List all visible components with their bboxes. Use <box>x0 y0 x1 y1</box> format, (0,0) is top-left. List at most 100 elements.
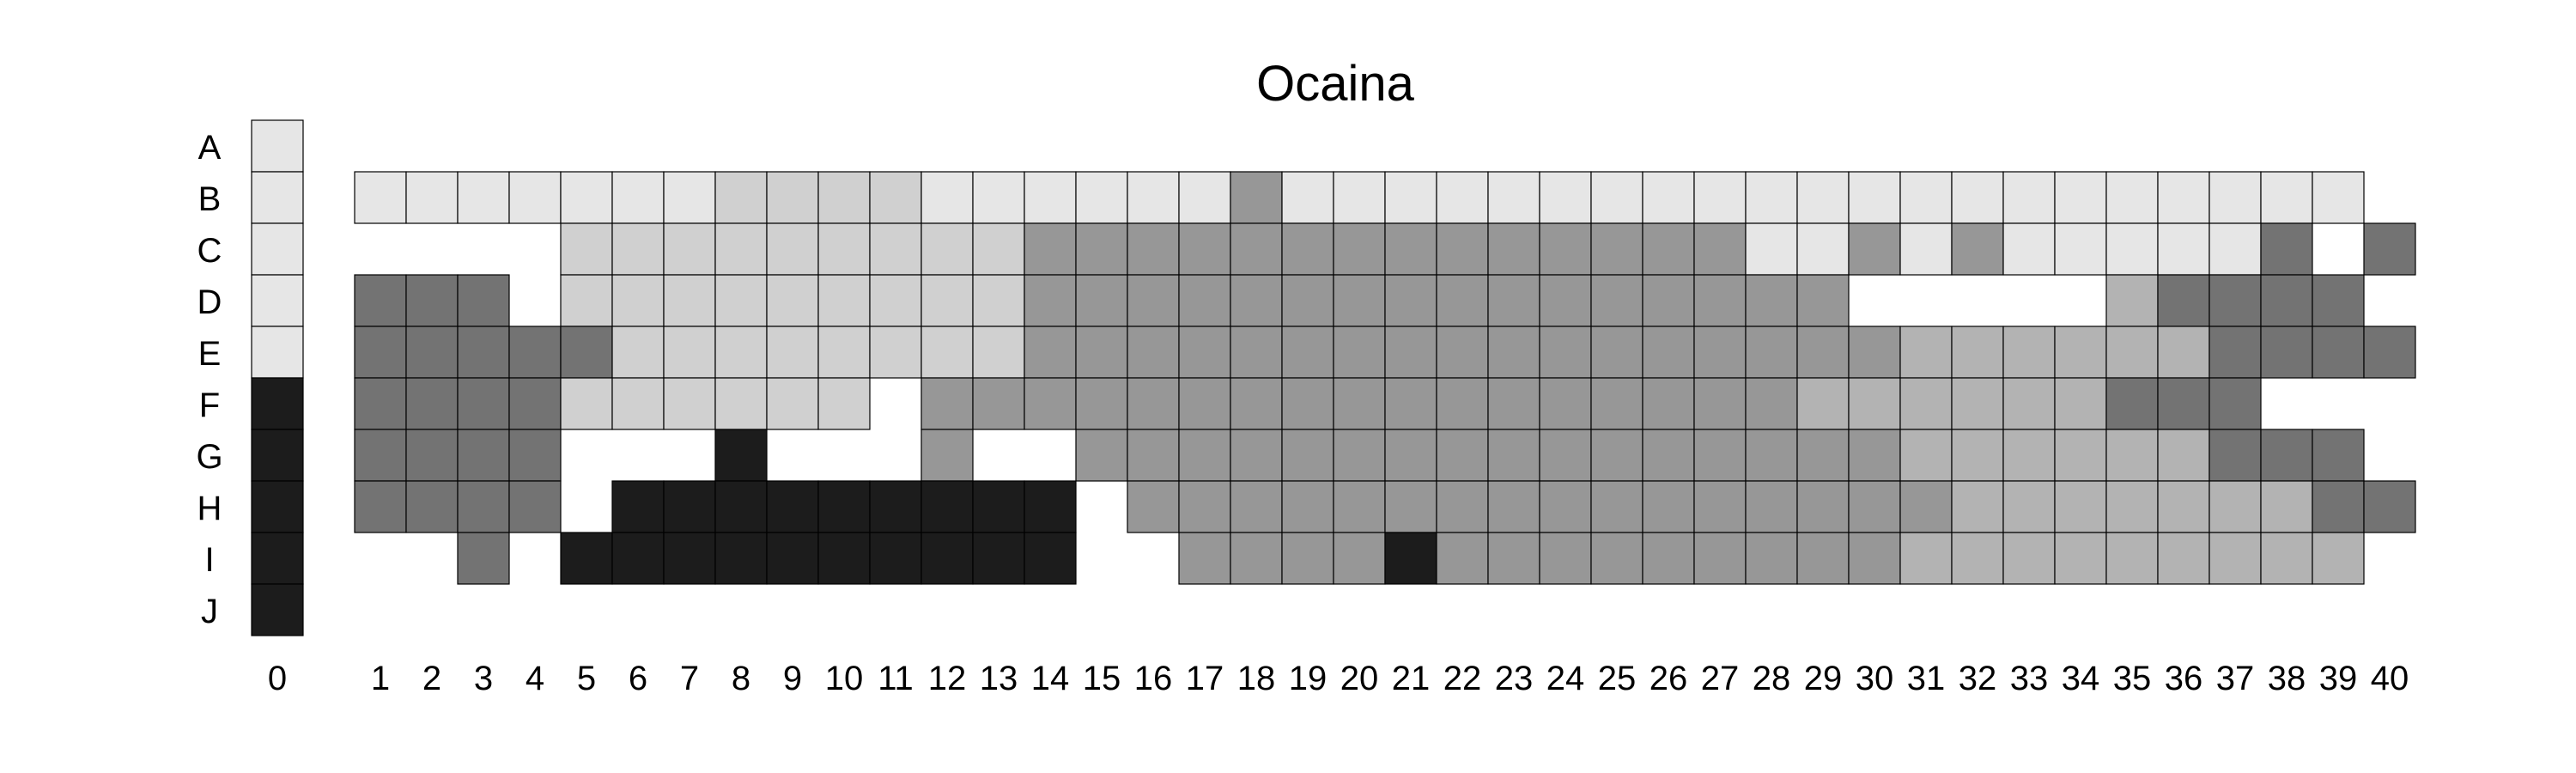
heatmap-cell <box>2105 222 2159 276</box>
column-label: 39 <box>2319 660 2358 697</box>
heatmap-cell <box>2208 274 2262 327</box>
column-label: 3 <box>474 660 493 697</box>
heatmap-cell <box>1230 326 1283 379</box>
heatmap-cell <box>1796 222 1850 276</box>
heatmap-cell <box>869 326 922 379</box>
column-label: 36 <box>2165 660 2203 697</box>
heatmap-cell <box>1384 222 1437 276</box>
heatmap-cell <box>1281 171 1334 224</box>
heatmap-cell <box>1487 274 1540 327</box>
heatmap-cell <box>1281 532 1334 585</box>
heatmap-cell <box>1745 326 1798 379</box>
column-label: 5 <box>577 660 596 697</box>
heatmap-cell <box>2002 480 2056 533</box>
heatmap-cell <box>714 377 768 430</box>
column-label: 2 <box>422 660 441 697</box>
heatmap-cell <box>1642 326 1695 379</box>
heatmap-cell <box>611 222 665 276</box>
heatmap-cell <box>457 480 510 533</box>
heatmap-cell <box>1693 171 1747 224</box>
heatmap-cell <box>611 377 665 430</box>
row-label: E <box>198 335 222 373</box>
heatmap-cell <box>1848 532 1901 585</box>
heatmap-cell <box>663 326 716 379</box>
heatmap-cell <box>405 274 459 327</box>
heatmap-cell <box>663 222 716 276</box>
heatmap-cell <box>714 274 768 327</box>
heatmap-cell <box>1024 222 1077 276</box>
heatmap-cell <box>1693 480 1747 533</box>
heatmap-cell <box>2312 532 2365 585</box>
heatmap-cell <box>663 171 716 224</box>
heatmap-cell <box>405 480 459 533</box>
heatmap-cell <box>1333 326 1386 379</box>
heatmap-cell <box>611 480 665 533</box>
column-label: 1 <box>371 660 390 697</box>
heatmap-cell <box>2105 532 2159 585</box>
heatmap-cell <box>2054 171 2107 224</box>
heatmap-cell <box>1745 532 1798 585</box>
heatmap-cell <box>1951 222 2004 276</box>
heatmap-cell <box>1642 274 1695 327</box>
heatmap-cell <box>508 429 562 482</box>
heatmap-cell <box>1075 377 1128 430</box>
heatmap-cell <box>1796 274 1850 327</box>
heatmap-cell <box>1230 429 1283 482</box>
heatmap-cell <box>1024 171 1077 224</box>
heatmap-cell <box>2002 326 2056 379</box>
heatmap-cell <box>1590 532 1643 585</box>
heatmap-cell <box>972 326 1025 379</box>
heatmap-cell <box>2054 377 2107 430</box>
heatmap-cell <box>1384 171 1437 224</box>
heatmap-cell <box>1384 429 1437 482</box>
heatmap-cell <box>869 532 922 585</box>
heatmap-cell <box>2105 429 2159 482</box>
heatmap-cell <box>1642 222 1695 276</box>
heatmap-cell <box>354 429 407 482</box>
heatmap-cell <box>1848 377 1901 430</box>
heatmap-cell <box>405 171 459 224</box>
legend-cell <box>251 429 304 482</box>
heatmap-cell <box>1539 222 1592 276</box>
heatmap-cell <box>1487 222 1540 276</box>
heatmap-cell <box>1899 532 1953 585</box>
heatmap-cell <box>1796 171 1850 224</box>
heatmap-cell <box>2054 532 2107 585</box>
heatmap-cell <box>1333 274 1386 327</box>
heatmap-cell <box>1230 532 1283 585</box>
heatmap-cell <box>1178 171 1231 224</box>
heatmap-cell <box>560 326 613 379</box>
column-label: 29 <box>1804 660 1843 697</box>
heatmap-cell <box>457 274 510 327</box>
heatmap-cell <box>1745 480 1798 533</box>
heatmap-cell <box>2208 532 2262 585</box>
heatmap-cell <box>1281 429 1334 482</box>
column-label: 28 <box>1753 660 1791 697</box>
heatmap-cell <box>1024 532 1077 585</box>
heatmap-cell <box>869 171 922 224</box>
heatmap-cell <box>920 429 974 482</box>
heatmap-cell <box>1590 274 1643 327</box>
legend-cell <box>251 583 304 636</box>
heatmap-cell <box>508 377 562 430</box>
heatmap-cell <box>817 171 871 224</box>
heatmap-cell <box>817 377 871 430</box>
heatmap-cell <box>2363 326 2416 379</box>
heatmap-cell <box>1487 532 1540 585</box>
heatmap-cell <box>2208 171 2262 224</box>
heatmap-cell <box>1333 480 1386 533</box>
heatmap-cell <box>920 377 974 430</box>
heatmap-cell <box>1281 274 1334 327</box>
heatmap-cell <box>1384 326 1437 379</box>
column-label: 34 <box>2062 660 2100 697</box>
heatmap-cell <box>2260 326 2313 379</box>
heatmap-cell <box>972 480 1025 533</box>
heatmap-cell <box>1127 429 1180 482</box>
heatmap-cell <box>1178 326 1231 379</box>
heatmap-cell <box>1539 429 1592 482</box>
legend-cell <box>251 480 304 533</box>
heatmap-cell <box>1024 377 1077 430</box>
column-label: 13 <box>980 660 1018 697</box>
heatmap-cell <box>611 326 665 379</box>
heatmap-cell <box>2002 222 2056 276</box>
